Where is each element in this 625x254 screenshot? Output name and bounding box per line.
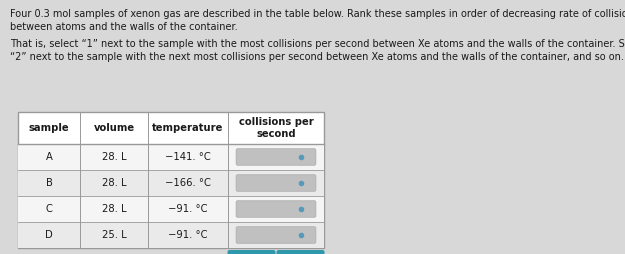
Text: 28. L: 28. L xyxy=(102,204,126,214)
Text: collisions per
second: collisions per second xyxy=(239,117,313,139)
Text: B: B xyxy=(46,178,53,188)
FancyBboxPatch shape xyxy=(18,112,324,248)
FancyBboxPatch shape xyxy=(236,149,316,165)
Text: volume: volume xyxy=(94,123,134,133)
FancyBboxPatch shape xyxy=(236,201,316,217)
Text: “2” next to the sample with the next most collisions per second between Xe atoms: “2” next to the sample with the next mos… xyxy=(10,52,624,62)
Text: That is, select “1” next to the sample with the most collisions per second betwe: That is, select “1” next to the sample w… xyxy=(10,39,625,49)
FancyBboxPatch shape xyxy=(236,175,316,191)
Text: 28. L: 28. L xyxy=(102,152,126,162)
FancyBboxPatch shape xyxy=(228,250,276,254)
Text: 25. L: 25. L xyxy=(102,230,126,240)
FancyBboxPatch shape xyxy=(18,222,324,248)
FancyBboxPatch shape xyxy=(18,196,324,222)
Text: 28. L: 28. L xyxy=(102,178,126,188)
Text: −91. °C: −91. °C xyxy=(168,230,208,240)
Text: −141. °C: −141. °C xyxy=(165,152,211,162)
FancyBboxPatch shape xyxy=(276,250,324,254)
Text: D: D xyxy=(45,230,53,240)
FancyBboxPatch shape xyxy=(18,144,324,170)
Text: C: C xyxy=(46,204,53,214)
FancyBboxPatch shape xyxy=(18,170,324,196)
Text: sample: sample xyxy=(29,123,69,133)
Text: temperature: temperature xyxy=(152,123,224,133)
FancyBboxPatch shape xyxy=(236,227,316,243)
Text: A: A xyxy=(46,152,53,162)
Text: between atoms and the walls of the container.: between atoms and the walls of the conta… xyxy=(10,22,238,32)
Text: −166. °C: −166. °C xyxy=(165,178,211,188)
Text: Four 0.3 mol samples of xenon gas are described in the table below. Rank these s: Four 0.3 mol samples of xenon gas are de… xyxy=(10,9,625,19)
Text: −91. °C: −91. °C xyxy=(168,204,208,214)
